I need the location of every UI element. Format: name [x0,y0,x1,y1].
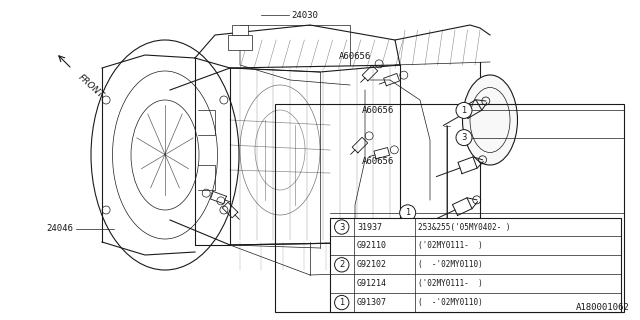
Ellipse shape [463,75,518,165]
Text: 2: 2 [339,260,344,269]
Text: ('02MY0111-  ): ('02MY0111- ) [418,279,483,288]
Bar [275,104,624,312]
Circle shape [456,130,472,146]
Bar [232,25,248,35]
Bar [330,218,621,312]
Text: A60656: A60656 [362,157,394,166]
Text: (  -'02MY0110): ( -'02MY0110) [418,298,483,307]
Text: 253&255('05MY0402- ): 253&255('05MY0402- ) [418,222,510,232]
Text: G91307: G91307 [357,298,387,307]
Text: 3: 3 [461,133,467,142]
Text: 1: 1 [461,106,467,115]
Bar [228,35,252,50]
Text: (  -'02MY0110): ( -'02MY0110) [418,260,483,269]
Text: 1: 1 [339,298,344,307]
Text: 31937: 31937 [357,222,382,232]
Text: G92110: G92110 [357,241,387,251]
Text: A60656: A60656 [362,106,394,115]
Text: A180001062: A180001062 [576,303,630,312]
Text: G91214: G91214 [357,279,387,288]
Circle shape [400,205,416,221]
Text: ('02MY0111-  ): ('02MY0111- ) [418,241,483,251]
Text: A60656: A60656 [339,52,371,60]
Circle shape [456,102,472,118]
Text: 24046: 24046 [47,224,74,233]
Text: FRONT: FRONT [76,73,105,100]
Text: G92102: G92102 [357,260,387,269]
Text: 3: 3 [339,222,344,232]
Text: 1: 1 [405,208,410,217]
Text: 24030: 24030 [291,11,318,20]
